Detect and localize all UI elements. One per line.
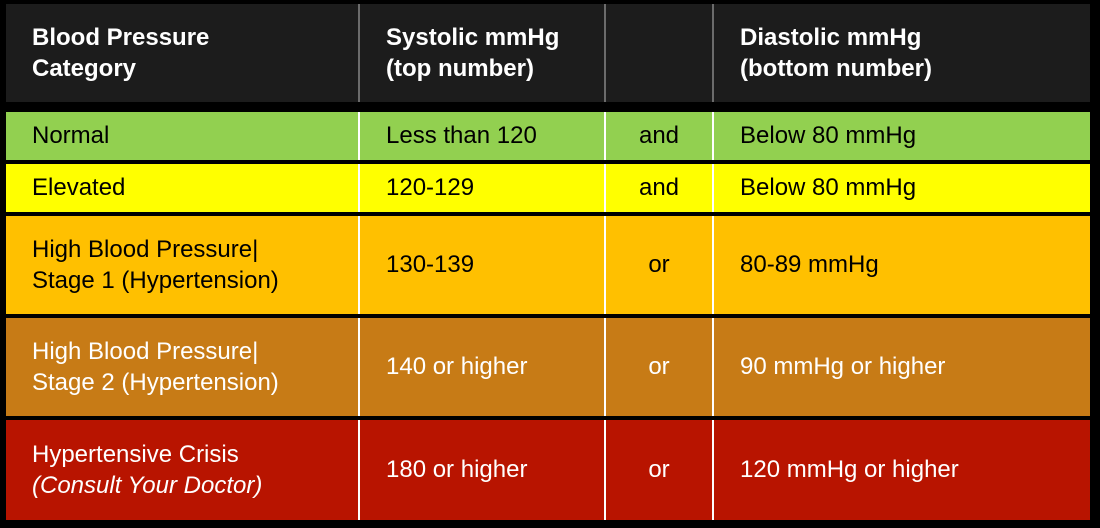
table-row: Normal Less than 120 and Below 80 mmHg bbox=[6, 112, 1090, 160]
column-divider bbox=[604, 164, 606, 212]
diastolic-cell: Below 80 mmHg bbox=[714, 112, 1090, 160]
header-systolic-line2: (top number) bbox=[386, 55, 534, 82]
column-divider bbox=[604, 420, 606, 520]
column-divider bbox=[358, 164, 360, 212]
systolic-value: 180 or higher bbox=[386, 456, 528, 484]
header-diastolic-cell: Diastolic mmHg (bottom number) bbox=[714, 4, 1090, 102]
systolic-cell: 180 or higher bbox=[360, 420, 604, 520]
column-divider bbox=[712, 216, 714, 314]
diastolic-value: 90 mmHg or higher bbox=[740, 353, 946, 381]
conjunction-value: or bbox=[648, 456, 670, 484]
table-row: High Blood Pressure| Stage 2 (Hypertensi… bbox=[6, 318, 1090, 416]
category-label: Elevated bbox=[32, 174, 126, 202]
category-label: Normal bbox=[32, 122, 110, 150]
column-divider bbox=[604, 318, 606, 416]
table-header-row: Blood Pressure Category Systolic mmHg (t… bbox=[6, 4, 1090, 102]
header-diastolic-line2: (bottom number) bbox=[740, 55, 932, 82]
conjunction-cell: or bbox=[606, 420, 712, 520]
category-cell: High Blood Pressure| Stage 1 (Hypertensi… bbox=[6, 216, 358, 314]
header-divider bbox=[712, 4, 714, 102]
column-divider bbox=[712, 112, 714, 160]
systolic-value: 140 or higher bbox=[386, 353, 528, 381]
column-divider bbox=[712, 164, 714, 212]
systolic-cell: 130-139 bbox=[360, 216, 604, 314]
diastolic-value: Below 80 mmHg bbox=[740, 174, 917, 202]
header-diastolic-line1: Diastolic mmHg bbox=[740, 23, 922, 51]
category-cell: Hypertensive Crisis (Consult Your Doctor… bbox=[6, 420, 358, 520]
category-label: High Blood Pressure| bbox=[32, 337, 259, 365]
systolic-cell: 120-129 bbox=[360, 164, 604, 212]
diastolic-value: Below 80 mmHg bbox=[740, 122, 917, 150]
systolic-cell: 140 or higher bbox=[360, 318, 604, 416]
column-divider bbox=[358, 318, 360, 416]
diastolic-value: 120 mmHg or higher bbox=[740, 456, 959, 484]
category-cell: High Blood Pressure| Stage 2 (Hypertensi… bbox=[6, 318, 358, 416]
header-category-line1: Blood Pressure bbox=[32, 23, 210, 51]
column-divider bbox=[358, 420, 360, 520]
category-sublabel: Stage 1 (Hypertension) bbox=[32, 267, 279, 294]
conjunction-value: and bbox=[638, 122, 680, 150]
column-divider bbox=[358, 112, 360, 160]
conjunction-value: or bbox=[648, 251, 670, 279]
diastolic-cell: 120 mmHg or higher bbox=[714, 420, 1090, 520]
systolic-value: Less than 120 bbox=[386, 122, 537, 150]
category-sublabel: Stage 2 (Hypertension) bbox=[32, 369, 279, 396]
header-category-cell: Blood Pressure Category bbox=[6, 4, 358, 102]
table-row: High Blood Pressure| Stage 1 (Hypertensi… bbox=[6, 216, 1090, 314]
header-conjunction-cell bbox=[606, 4, 712, 102]
header-systolic-line1: Systolic mmHg bbox=[386, 23, 560, 51]
conjunction-cell: and bbox=[606, 164, 712, 212]
conjunction-cell: and bbox=[606, 112, 712, 160]
column-divider bbox=[712, 318, 714, 416]
category-label: High Blood Pressure| bbox=[32, 235, 259, 263]
conjunction-value: and bbox=[638, 174, 680, 202]
category-cell: Normal bbox=[6, 112, 358, 160]
diastolic-cell: Below 80 mmHg bbox=[714, 164, 1090, 212]
conjunction-value: or bbox=[648, 353, 670, 381]
header-systolic-cell: Systolic mmHg (top number) bbox=[360, 4, 604, 102]
systolic-value: 130-139 bbox=[386, 251, 475, 279]
column-divider bbox=[712, 420, 714, 520]
systolic-value: 120-129 bbox=[386, 174, 475, 202]
systolic-cell: Less than 120 bbox=[360, 112, 604, 160]
table-row: Hypertensive Crisis (Consult Your Doctor… bbox=[6, 420, 1090, 520]
header-divider bbox=[358, 4, 360, 102]
diastolic-cell: 90 mmHg or higher bbox=[714, 318, 1090, 416]
header-category-line2: Category bbox=[32, 55, 137, 82]
category-label: Hypertensive Crisis bbox=[32, 440, 239, 468]
conjunction-cell: or bbox=[606, 216, 712, 314]
column-divider bbox=[604, 216, 606, 314]
header-divider bbox=[604, 4, 606, 102]
column-divider bbox=[604, 112, 606, 160]
category-cell: Elevated bbox=[6, 164, 358, 212]
column-divider bbox=[358, 216, 360, 314]
category-sublabel: (Consult Your Doctor) bbox=[32, 472, 263, 499]
diastolic-cell: 80-89 mmHg bbox=[714, 216, 1090, 314]
diastolic-value: 80-89 mmHg bbox=[740, 251, 879, 279]
conjunction-cell: or bbox=[606, 318, 712, 416]
table-row: Elevated 120-129 and Below 80 mmHg bbox=[6, 164, 1090, 212]
